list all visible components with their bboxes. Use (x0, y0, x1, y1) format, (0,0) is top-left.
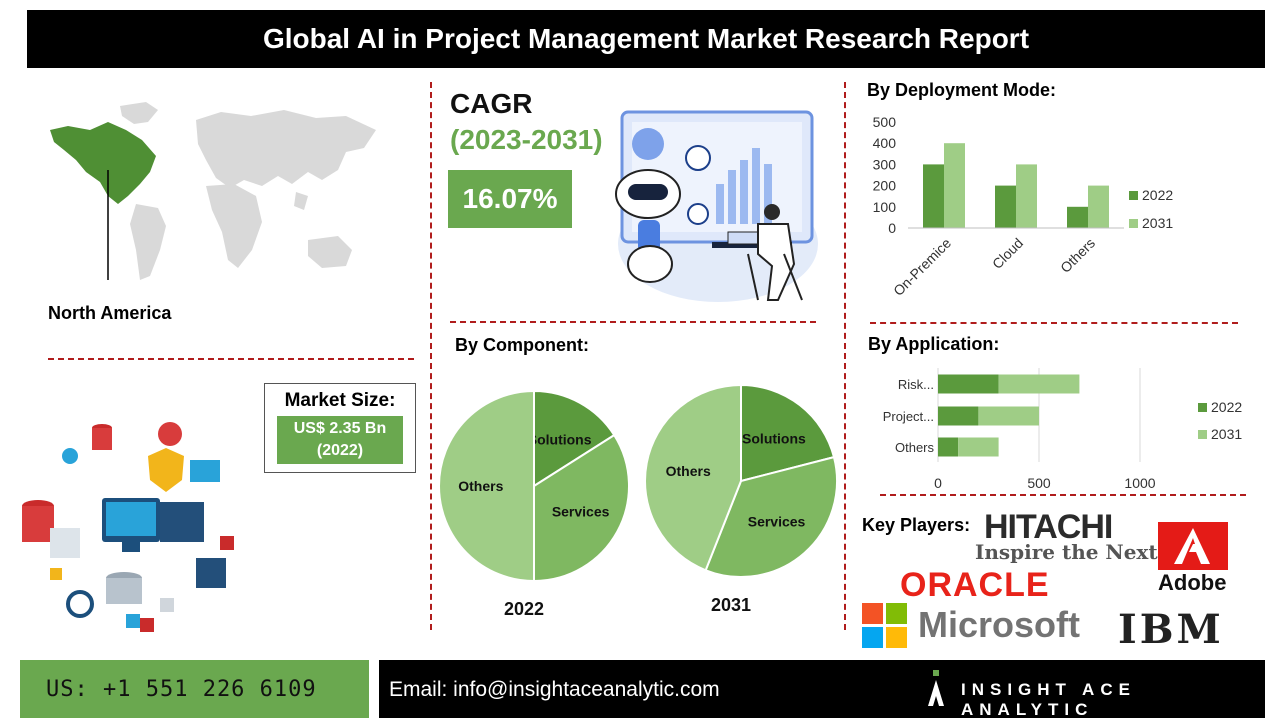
deployment-bar-2031-on-premice (944, 143, 965, 228)
application-xtick: 1000 (1124, 475, 1155, 491)
deployment-ytick: 100 (873, 199, 897, 215)
divider-cagr (450, 321, 816, 323)
application-legend-label: 2022 (1211, 399, 1242, 415)
application-category-label: Others (895, 440, 935, 455)
application-bar-2031-1 (978, 406, 1039, 426)
deployment-ytick: 200 (873, 178, 897, 194)
application-legend-swatch-2022 (1198, 403, 1207, 412)
component-pie-charts: Solutions Services Others 2022 Solutions Serv… (438, 383, 838, 619)
pie-year-label: 2022 (504, 599, 544, 619)
application-legend-label: 2031 (1211, 426, 1242, 442)
divider-left (430, 82, 432, 630)
application-xtick: 500 (1027, 475, 1051, 491)
market-size-label: Market Size: (284, 390, 396, 411)
deployment-bar-2022-on-premice (923, 164, 944, 228)
cagr-title: CAGR (450, 88, 533, 119)
footer-email: Email: info@insightaceanalytic.com (389, 678, 720, 701)
application-chart: Risk... Project... Others 0 500 1000 2022 203… (883, 368, 1242, 491)
ai-robot-illustration (615, 110, 818, 302)
pie-slice-2022-others (438, 389, 535, 583)
adobe-logo-icon (1158, 522, 1228, 570)
deployment-legend-label: 2031 (1142, 215, 1173, 231)
component-heading: By Component: (455, 335, 589, 355)
deployment-xtick: Cloud (989, 235, 1026, 272)
pie-label: Services (552, 504, 610, 520)
pie-slice-2022-solutions (533, 389, 616, 488)
report-title: Global AI in Project Management Market R… (27, 10, 1265, 68)
deployment-legend-label: 2022 (1142, 187, 1173, 203)
market-size-box: Market Size: US$ 2.35 Bn (2022) (264, 383, 416, 473)
application-category-label: Project... (883, 409, 934, 424)
pie-slice-2031-others (644, 383, 742, 572)
deployment-bar-2022-cloud (995, 185, 1016, 228)
application-bar-2022-0 (938, 374, 999, 394)
market-size-value-line1: US$ 2.35 Bn (293, 420, 387, 437)
divider-deployment (870, 322, 1238, 324)
deployment-xtick: Others (1057, 235, 1098, 276)
pie-year-label: 2031 (711, 595, 751, 615)
footer-bar: Email: info@insightaceanalytic.com INSIG… (379, 660, 1265, 719)
cagr-value: 16.07% (448, 170, 572, 228)
pie-label: Solutions (742, 431, 806, 447)
deployment-bar-2031-cloud (1016, 164, 1037, 228)
deployment-ytick: 0 (888, 220, 896, 236)
application-category-label: Risk... (898, 377, 934, 392)
deployment-ytick: 500 (873, 114, 897, 130)
deployment-chart: 0 100 200 300 400 500 On-Premice Cloud Others 2… (873, 114, 1174, 299)
deployment-ytick: 400 (873, 135, 897, 151)
cagr-period: (2023-2031) (450, 124, 603, 155)
deployment-heading: By Deployment Mode: (867, 80, 1057, 100)
application-bar-2022-1 (938, 406, 979, 426)
market-size-value-line2: (2022) (316, 442, 364, 459)
key-players-heading: Key Players: (862, 515, 971, 535)
application-heading: By Application: (868, 334, 1000, 354)
microsoft-logo-icon (862, 603, 907, 648)
pie-label: Solutions (528, 431, 592, 447)
deployment-xtick: On-Premice (890, 235, 954, 299)
pie-slice-2031-services (704, 455, 838, 578)
oracle-logo: ORACLE (900, 566, 1050, 604)
divider-region (48, 358, 414, 360)
deployment-legend-swatch-2022 (1129, 191, 1138, 200)
footer-phone: US: +1 551 226 6109 (20, 660, 369, 718)
pie-label: Others (666, 463, 711, 479)
ibm-logo: IBM (1118, 606, 1224, 653)
pie-slice-2022-services (533, 433, 630, 583)
deployment-legend-swatch-2031 (1129, 219, 1138, 228)
hitachi-tagline: Inspire the Next (975, 540, 1158, 564)
technology-illustration (22, 422, 234, 632)
application-legend-swatch-2031 (1198, 430, 1207, 439)
application-bar-2031-0 (998, 374, 1080, 394)
divider-right (844, 82, 846, 630)
brand-logo-icon (928, 670, 944, 706)
deployment-bar-2022-others (1067, 206, 1088, 228)
adobe-logo-text: Adobe (1158, 570, 1227, 595)
world-map-image (50, 102, 376, 280)
footer-brand: INSIGHT ACE ANALYTIC (961, 680, 1136, 719)
pie-slice-2031-solutions (740, 383, 836, 483)
pie-label: Others (458, 478, 503, 494)
divider-application (880, 494, 1246, 496)
region-label: North America (48, 303, 172, 323)
application-xtick: 0 (934, 475, 942, 491)
market-size-value: US$ 2.35 Bn (2022) (277, 416, 403, 464)
deployment-bar-2031-others (1088, 185, 1109, 228)
hitachi-logo: HITACHI (984, 508, 1113, 546)
pie-label: Services (748, 513, 806, 529)
deployment-ytick: 300 (873, 156, 897, 172)
application-bar-2022-2 (938, 437, 959, 457)
microsoft-logo-text: Microsoft (918, 604, 1080, 645)
application-bar-2031-2 (958, 437, 999, 457)
